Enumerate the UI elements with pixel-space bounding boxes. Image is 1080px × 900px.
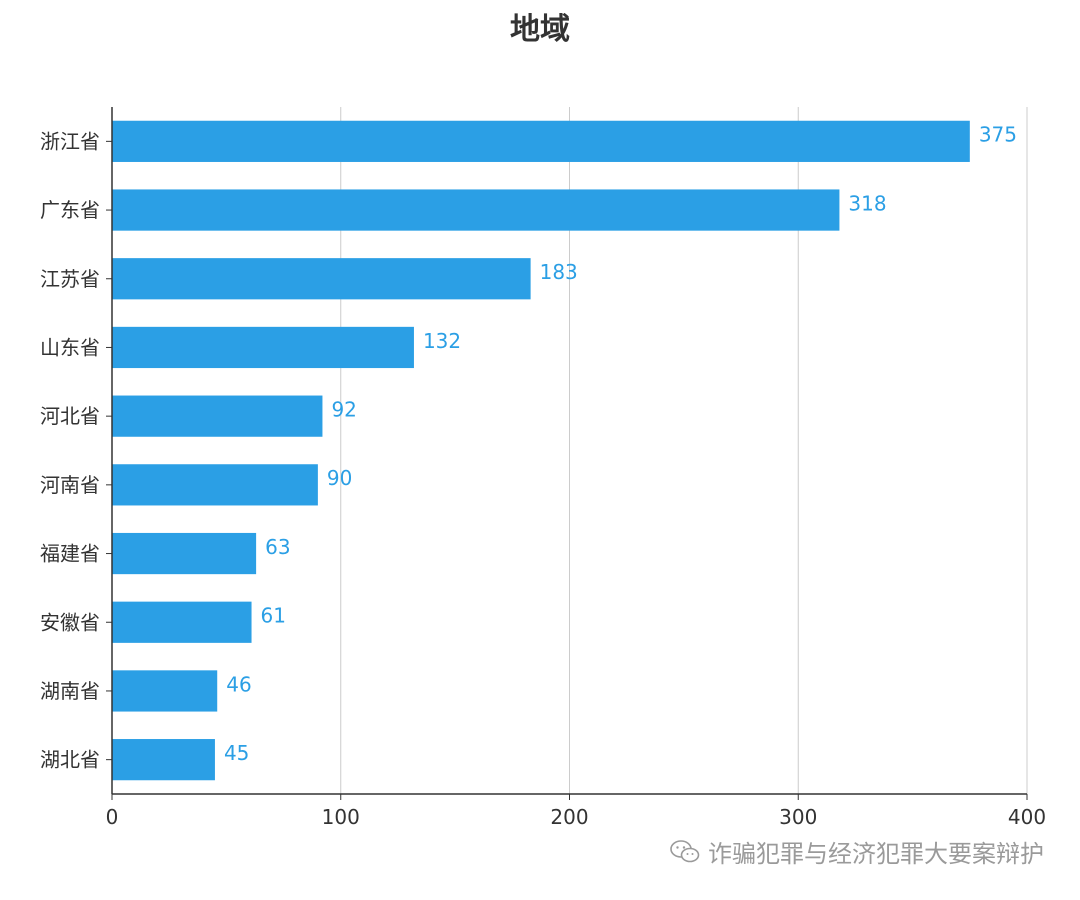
bar (112, 670, 218, 712)
x-tick-label: 200 (550, 805, 588, 829)
wechat-icon (670, 839, 700, 865)
category-label: 河南省 (40, 473, 100, 497)
bar (112, 464, 318, 506)
value-label: 61 (261, 604, 286, 628)
x-tick-label: 0 (106, 805, 119, 829)
bar (112, 189, 840, 231)
x-tick-label: 100 (322, 805, 360, 829)
x-tick-label: 400 (1008, 805, 1046, 829)
value-label: 63 (265, 535, 290, 559)
value-label: 132 (423, 329, 461, 353)
bar (112, 601, 252, 643)
value-label: 183 (540, 260, 578, 284)
watermark-text: 诈骗犯罪与经济犯罪大要案辩护 (708, 840, 1044, 868)
axes: 0 100 200 300 400 浙江省广东省江苏省山东省河北省河南省福建省安徽省湖南省… (40, 107, 1046, 829)
value-label: 46 (226, 672, 251, 696)
category-label: 广东省 (40, 198, 100, 222)
value-label: 45 (224, 741, 249, 765)
category-label: 湖南省 (40, 679, 100, 703)
bar (112, 258, 531, 300)
x-tick-label: 300 (779, 805, 817, 829)
value-label: 318 (848, 191, 886, 215)
category-label: 浙江省 (40, 129, 100, 153)
value-label: 375 (979, 123, 1017, 147)
chart-title: 地域 (510, 12, 570, 47)
bars: 375 318 183 132 92 90 63 61 46 45 (112, 120, 1017, 781)
category-label: 山东省 (40, 335, 100, 359)
value-label: 90 (327, 466, 352, 490)
bar (112, 326, 414, 369)
category-label: 湖北省 (40, 748, 100, 772)
bar (112, 739, 215, 781)
bar (112, 120, 970, 162)
category-label: 安徽省 (40, 610, 100, 634)
bar (112, 532, 257, 575)
category-label: 河北省 (40, 404, 100, 428)
category-label: 江苏省 (40, 267, 100, 291)
category-label: 福建省 (40, 542, 100, 566)
bar (112, 395, 323, 437)
watermark: 诈骗犯罪与经济犯罪大要案辩护 (670, 834, 1044, 869)
value-label: 92 (331, 398, 356, 422)
